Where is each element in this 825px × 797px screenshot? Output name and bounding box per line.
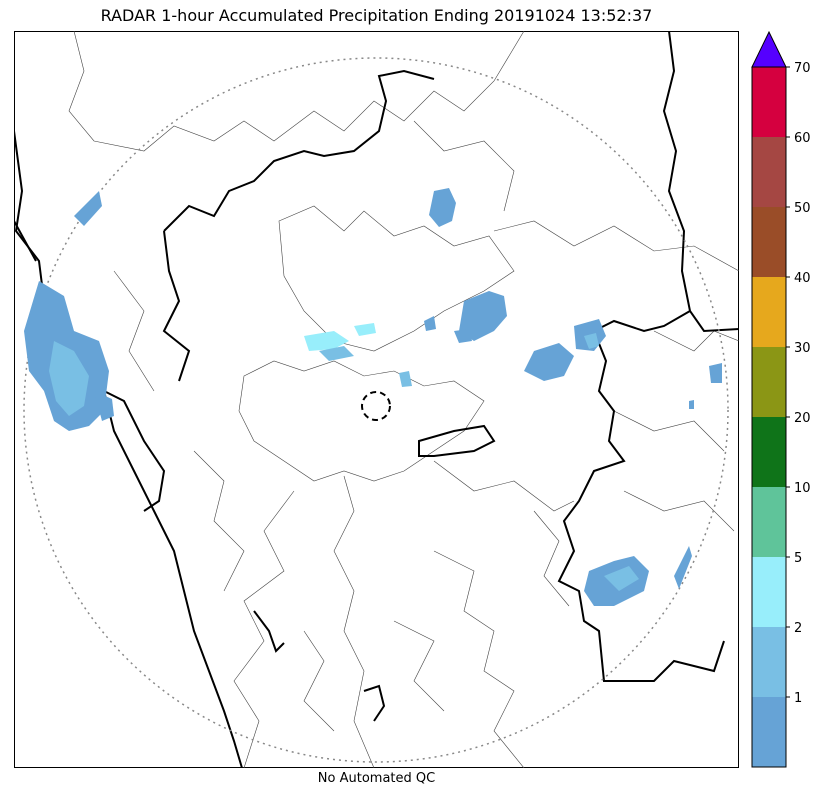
colorbar-tick-label: 5 xyxy=(794,551,802,566)
precipitation-echoes xyxy=(24,188,722,606)
map-title: RADAR 1-hour Accumulated Precipitation E… xyxy=(100,6,653,25)
colorbar-tick-label: 20 xyxy=(794,411,811,426)
colorbar-tick-label: 70 xyxy=(794,61,811,76)
colorbar-band xyxy=(752,137,786,207)
colorbar-band xyxy=(752,487,786,557)
colorbar-band xyxy=(752,207,786,277)
colorbar-band xyxy=(752,347,786,417)
colorbar-tick-label: 30 xyxy=(794,341,811,356)
colorbar-tick-label: 10 xyxy=(794,481,811,496)
colorbar-tick-label: 40 xyxy=(794,271,811,286)
precipitation-colorbar: 1 2 5 10 20 30 40 50 60 70 xyxy=(751,30,811,768)
colorbar-tick-label: 50 xyxy=(794,201,811,216)
colorbar-band xyxy=(752,67,786,137)
radar-site-marker xyxy=(361,391,391,421)
state-boundaries xyxy=(14,31,739,768)
radar-range-ring xyxy=(23,57,729,763)
colorbar-extend-arrow xyxy=(751,30,787,68)
district-boundaries xyxy=(68,31,739,768)
colorbar-band xyxy=(752,697,786,767)
qc-note: No Automated QC xyxy=(317,771,436,786)
radar-map xyxy=(14,31,739,768)
colorbar-band xyxy=(752,417,786,487)
colorbar-band xyxy=(752,277,786,347)
colorbar-band xyxy=(752,627,786,697)
colorbar-band xyxy=(752,557,786,627)
colorbar-tick-label: 1 xyxy=(794,691,802,706)
colorbar-tick-label: 60 xyxy=(794,131,811,146)
colorbar-tick-label: 2 xyxy=(794,621,802,636)
